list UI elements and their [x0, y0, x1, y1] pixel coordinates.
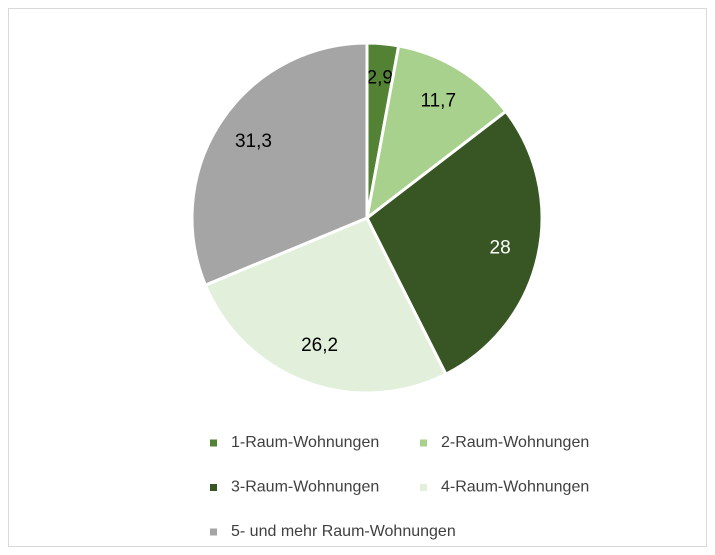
data-label: 11,7 [420, 91, 456, 112]
legend-marker [210, 484, 217, 491]
data-label: 26,2 [301, 335, 338, 356]
legend-marker [420, 484, 427, 491]
legend-marker [210, 439, 217, 447]
pie-slice [365, 109, 544, 377]
data-label: 28 [490, 237, 511, 258]
legend-marker [210, 528, 217, 536]
legend-marker [420, 439, 427, 447]
legend-label: 3-Raum-Wohnungen [231, 479, 379, 496]
pie-slice [364, 44, 508, 222]
legend-label: 1-Raum-Wohnungen [231, 434, 379, 451]
legend-label: 4-Raum-Wohnungen [441, 479, 589, 496]
legend-label: 5- und mehr Raum-Wohnungen [231, 523, 456, 540]
data-label: 2,9 [367, 68, 393, 89]
legend-label: 2-Raum-Wohnungen [441, 434, 589, 451]
pie-slice [190, 41, 369, 288]
data-label: 31,3 [235, 131, 272, 152]
